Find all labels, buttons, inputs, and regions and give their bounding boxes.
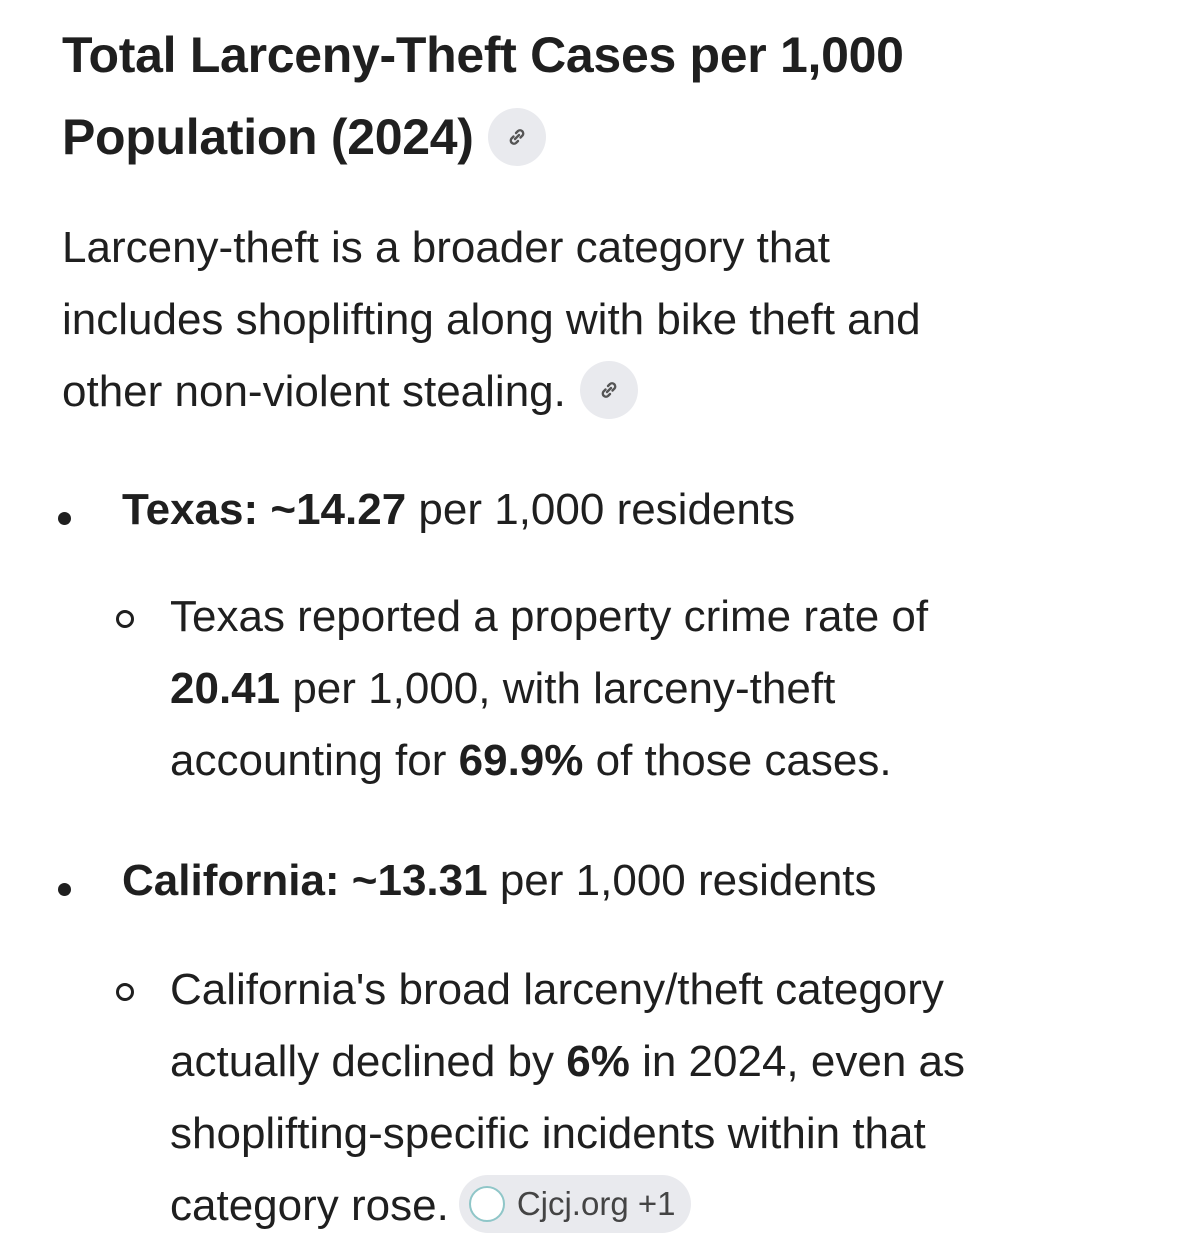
title-line: Population (2024) — [62, 109, 474, 165]
link-icon — [509, 128, 524, 145]
citation-chip[interactable]: Cjcj.org +1 — [458, 1175, 692, 1234]
sub-line: category rose. Cjcj.org +1 — [170, 1170, 965, 1242]
intro-line: other non-violent stealing. — [62, 367, 566, 416]
bullet-text: per 1,000 residents — [406, 485, 796, 534]
bullet-icon — [58, 512, 71, 525]
bold-value: 69.9% — [458, 736, 584, 785]
bullet-text: per 1,000 residents — [487, 856, 877, 905]
cjcj-logo-icon — [468, 1186, 505, 1223]
sub-text: actually declined by — [170, 1037, 567, 1086]
sub-text: per 1,000, with larceny-theft — [280, 664, 836, 713]
sub-line: 20.41 per 1,000, with larceny-theft — [170, 653, 928, 725]
sub-item-california: California's broad larceny/theft categor… — [170, 954, 965, 1242]
intro-link-button[interactable] — [579, 361, 638, 420]
intro-line: Larceny-theft is a broader category that — [62, 223, 830, 272]
intro-paragraph: Larceny-theft is a broader category that… — [62, 212, 921, 428]
sub-bullet-icon — [116, 983, 134, 1001]
list-item-california: California: ~13.31 per 1,000 residents — [122, 845, 877, 917]
sub-line: actually declined by 6% in 2024, even as — [170, 1026, 965, 1098]
link-icon — [601, 382, 617, 399]
intro-line: includes shoplifting along with bike the… — [62, 295, 921, 344]
bold-value: 20.41 — [170, 664, 281, 713]
sub-text: accounting for — [170, 736, 459, 785]
title-link-button[interactable] — [487, 107, 546, 166]
sub-line: California's broad larceny/theft categor… — [170, 965, 944, 1014]
sub-text: of those cases. — [583, 736, 892, 785]
citation-label: Cjcj.org +1 — [516, 1185, 676, 1223]
bullet-label: California: ~13.31 — [122, 856, 488, 905]
sub-item-texas: Texas reported a property crime rate of … — [170, 581, 928, 797]
sub-line: shoplifting-specific incidents within th… — [170, 1109, 926, 1158]
sub-text: category rose. — [170, 1181, 449, 1230]
sub-line: Texas reported a property crime rate of — [170, 592, 929, 641]
bold-value: 6% — [566, 1037, 630, 1086]
title-line: Total Larceny-Theft Cases per 1,000 — [62, 27, 904, 83]
bullet-icon — [58, 883, 71, 896]
section-title: Total Larceny-Theft Cases per 1,000 Popu… — [62, 14, 904, 178]
bullet-label: Texas: ~14.27 — [122, 485, 407, 534]
list-item-texas: Texas: ~14.27 per 1,000 residents — [122, 474, 795, 546]
sub-bullet-icon — [116, 610, 134, 628]
sub-line: accounting for 69.9% of those cases. — [170, 725, 928, 797]
sub-text: in 2024, even as — [629, 1037, 965, 1086]
